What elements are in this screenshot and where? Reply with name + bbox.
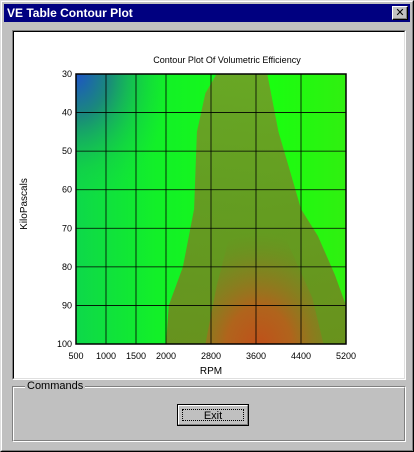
x-tick-label: 500 [68, 351, 83, 361]
y-tick-label: 90 [62, 300, 72, 310]
commands-group-frame [13, 387, 405, 441]
title-bar[interactable]: VE Table Contour Plot ✕ [4, 4, 410, 22]
y-tick-label: 50 [62, 146, 72, 156]
window-title: VE Table Contour Plot [7, 6, 133, 20]
x-tick-label: 4400 [291, 351, 311, 361]
y-tick-label: 60 [62, 185, 72, 195]
commands-group-label: Commands [25, 380, 86, 392]
exit-button-label: Exit [182, 409, 244, 422]
y-tick-label: 30 [62, 69, 72, 79]
x-axis-ticks: 500 1000 1500 2000 2800 3600 4400 5200 [68, 351, 356, 361]
plot-panel: Contour Plot Of Volumetric Efficiency 50… [12, 30, 406, 380]
contour-high-region [205, 182, 324, 344]
plot-area: Contour Plot Of Volumetric Efficiency 50… [13, 31, 405, 379]
exit-button[interactable]: Exit [177, 404, 249, 426]
contour-chart: Contour Plot Of Volumetric Efficiency 50… [19, 55, 356, 377]
x-axis-label: RPM [200, 366, 222, 377]
y-tick-label: 40 [62, 108, 72, 118]
close-icon: ✕ [395, 6, 405, 19]
y-axis-label: KiloPascals [19, 178, 30, 230]
x-tick-label: 2800 [201, 351, 221, 361]
x-tick-label: 1500 [126, 351, 146, 361]
x-tick-label: 2000 [156, 351, 176, 361]
plot-border [75, 73, 347, 345]
y-tick-label: 80 [62, 262, 72, 272]
x-tick-label: 1000 [96, 351, 116, 361]
y-axis-ticks: 30 40 50 60 70 80 90 100 [57, 69, 72, 349]
commands-group: Commands Exit [12, 380, 406, 442]
y-tick-label: 100 [57, 339, 72, 349]
x-tick-label: 5200 [336, 351, 356, 361]
exit-button-face: Exit [178, 405, 248, 425]
close-button[interactable]: ✕ [392, 6, 408, 20]
chart-title: Contour Plot Of Volumetric Efficiency [153, 55, 301, 65]
x-tick-label: 3600 [246, 351, 266, 361]
y-tick-label: 70 [62, 223, 72, 233]
